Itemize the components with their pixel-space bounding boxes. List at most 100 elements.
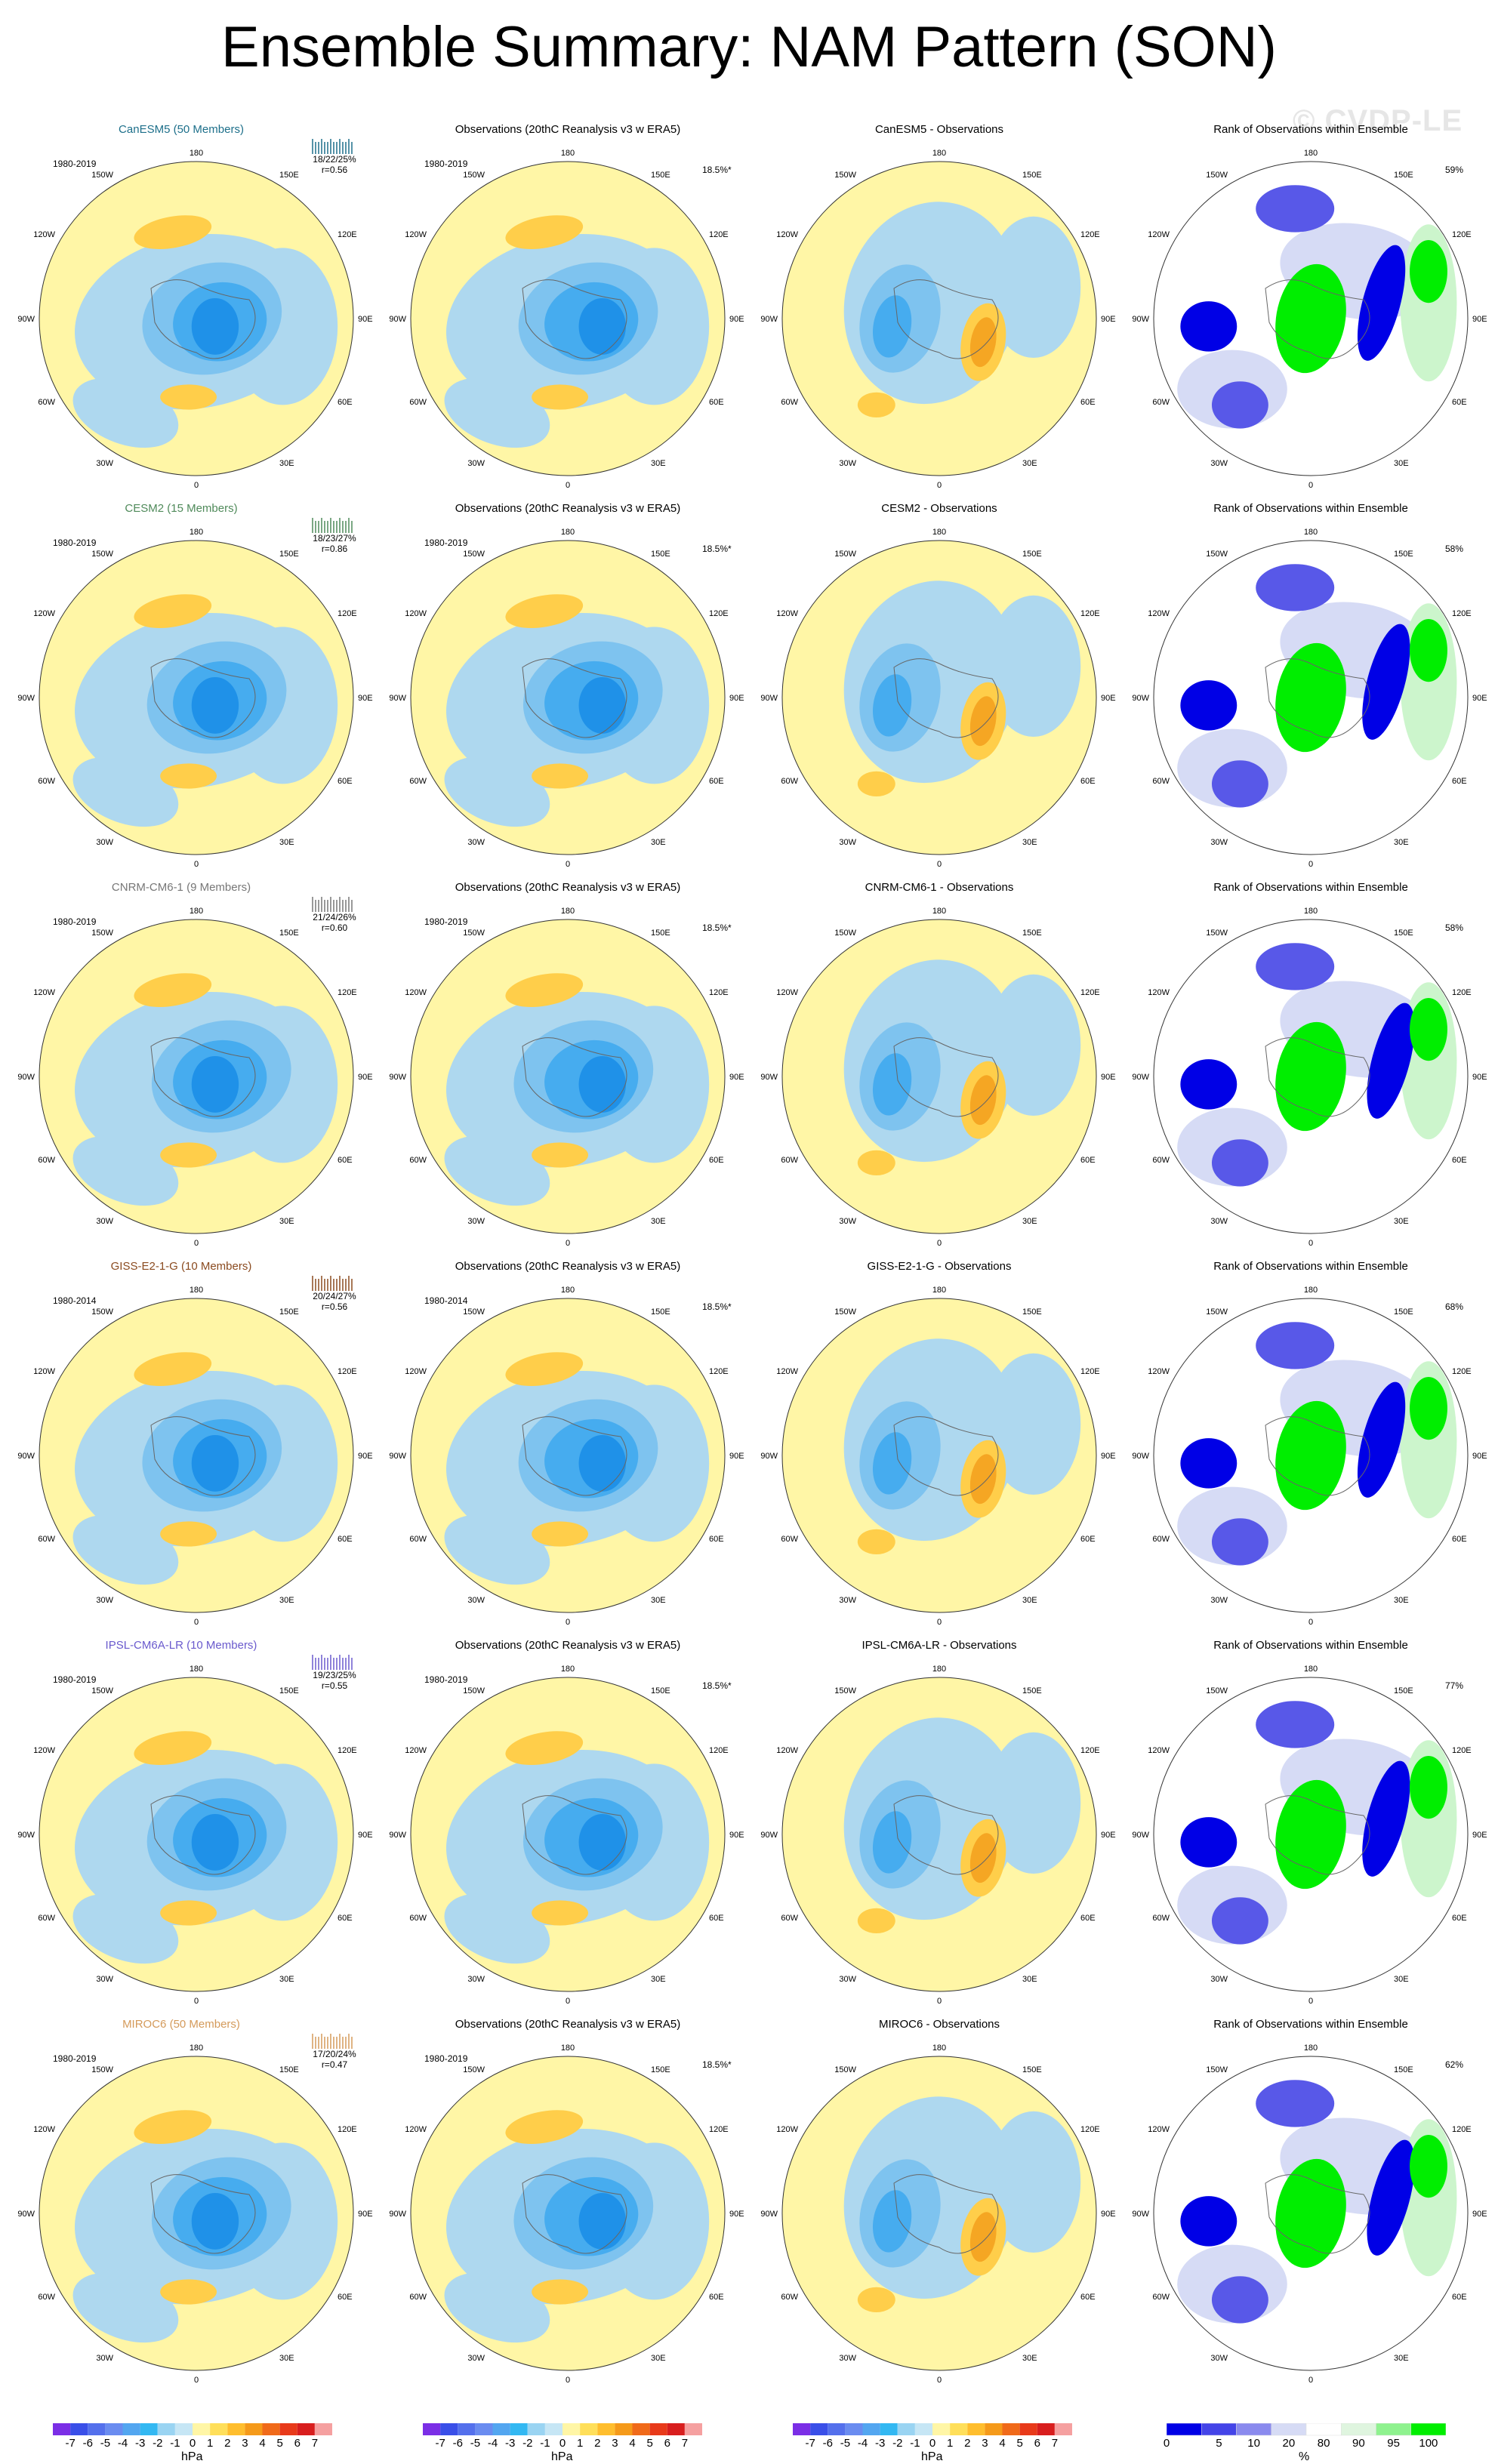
colorbar-tick: 2 xyxy=(594,2437,601,2450)
member-rug xyxy=(308,518,361,533)
longitude-label: 120E xyxy=(1080,1746,1100,1755)
positive-center xyxy=(134,594,212,628)
longitude-label: 0 xyxy=(566,1618,570,1627)
coastline xyxy=(522,2174,627,2254)
longitude-label: 120E xyxy=(1452,1746,1472,1755)
model-panel: 180 0 90W 90E 150W 150E 120W 120E 60W 60E 30W 30E MI… xyxy=(15,2016,378,2385)
colorbar-tick: 1 xyxy=(206,2437,214,2450)
longitude-label: 30W xyxy=(467,838,485,847)
rank-area xyxy=(1180,1438,1238,1489)
period-label: 1980-2019 xyxy=(424,916,468,927)
rank-title: Rank of Observations within Ensemble xyxy=(1213,502,1408,515)
positive-center xyxy=(532,384,589,410)
colorbar-tick: 0 xyxy=(929,2437,936,2450)
longitude-label: 150W xyxy=(463,2065,485,2074)
period-label: 1980-2014 xyxy=(424,1295,468,1306)
longitude-label: 90E xyxy=(358,1831,373,1840)
map-boundary xyxy=(39,919,354,1234)
colorbar-tick: 20 xyxy=(1282,2437,1296,2450)
longitude-label: 120E xyxy=(709,230,729,239)
longitude-label: 30E xyxy=(1394,1217,1409,1226)
polar-map: 180 0 90W 90E 150W 150E 120W 120E 60W 60E 30W 30E xyxy=(389,528,744,869)
period-label: 1980-2019 xyxy=(424,1674,468,1685)
longitude-label: 60E xyxy=(1080,1156,1096,1165)
longitude-label: 60W xyxy=(781,777,798,786)
coastline xyxy=(893,2174,999,2254)
longitude-label: 180 xyxy=(190,907,203,916)
longitude-label: 90E xyxy=(358,315,373,324)
longitude-label: 90W xyxy=(389,1831,406,1840)
colorbar-tick: 3 xyxy=(612,2437,618,2450)
rank-area xyxy=(1180,2196,1238,2247)
polar-map: 180 0 90W 90E 150W 150E 120W 120E 60W 60E 30W 30E xyxy=(389,1286,744,1627)
longitude-label: 120W xyxy=(776,988,798,997)
longitude-label: 150E xyxy=(651,2065,670,2074)
longitude-label: 30W xyxy=(96,459,113,468)
longitude-label: 90W xyxy=(760,1452,778,1461)
rank-panel: 180 0 90W 90E 150W 150E 120W 120E 60W 60E 30W 30E Ra… xyxy=(1130,500,1492,870)
longitude-label: 60W xyxy=(38,1156,55,1165)
coastline xyxy=(1265,1795,1370,1875)
colorbar-tick: 5 xyxy=(276,2437,283,2450)
positive-center xyxy=(160,1521,217,1547)
longitude-label: 30E xyxy=(651,1975,666,1984)
longitude-label: 150W xyxy=(91,171,113,180)
rank-area-pct: 58% xyxy=(1445,922,1464,933)
longitude-label: 0 xyxy=(194,1618,199,1627)
longitude-label: 30W xyxy=(839,1217,856,1226)
longitude-label: 0 xyxy=(937,1239,942,1248)
longitude-label: 60W xyxy=(38,2293,55,2302)
map-boundary xyxy=(781,161,1097,476)
longitude-label: 30E xyxy=(1394,2354,1409,2363)
longitude-label: 90W xyxy=(760,2210,778,2219)
colorbar-tick: 1 xyxy=(946,2437,954,2450)
coastline xyxy=(150,2174,256,2254)
longitude-label: 120W xyxy=(33,230,55,239)
longitude-label: 30E xyxy=(651,1596,666,1605)
model-title: CanESM5 (50 Members) xyxy=(119,123,244,136)
colorbar-tick: 1 xyxy=(576,2437,584,2450)
colorbar-tick: 6 xyxy=(664,2437,670,2450)
longitude-label: 30W xyxy=(839,459,856,468)
longitude-label: 60E xyxy=(338,2293,353,2302)
longitude-label: 150W xyxy=(1206,2065,1228,2074)
rank-title: Rank of Observations within Ensemble xyxy=(1213,1639,1408,1652)
longitude-label: 30W xyxy=(96,1217,113,1226)
negative-field xyxy=(872,2190,912,2253)
colorbar-tick: -4 xyxy=(487,2437,498,2450)
map-boundary xyxy=(410,1298,726,1613)
longitude-label: 30E xyxy=(1394,838,1409,847)
longitude-label: 180 xyxy=(561,1665,575,1674)
colorbar-tick: -6 xyxy=(82,2437,93,2450)
rank-area xyxy=(1410,2135,1447,2198)
longitude-label: 120E xyxy=(338,230,357,239)
colorbar-swatches xyxy=(793,2423,1072,2435)
variance-range: 20/24/27% xyxy=(313,1291,356,1301)
colorbar-tick: 0 xyxy=(189,2437,196,2450)
colorbar-swatch xyxy=(684,2423,702,2435)
colorbar-swatch xyxy=(667,2423,685,2435)
colorbar-tick: 7 xyxy=(311,2437,319,2450)
obs-variance: 18.5%* xyxy=(702,544,732,554)
colorbar-tick: -1 xyxy=(910,2437,920,2450)
rank-area xyxy=(1180,1817,1238,1868)
longitude-label: 150W xyxy=(463,1307,485,1317)
longitude-label: 150E xyxy=(1394,550,1413,559)
colorbar-swatch xyxy=(492,2423,510,2435)
negative-field xyxy=(578,2192,626,2250)
longitude-label: 120W xyxy=(776,2125,798,2134)
colorbar-swatch xyxy=(440,2423,458,2435)
longitude-label: 90E xyxy=(1101,1452,1116,1461)
longitude-label: 60E xyxy=(709,777,724,786)
longitude-label: 90W xyxy=(760,694,778,703)
negative-field xyxy=(872,1432,912,1495)
longitude-label: 120E xyxy=(1452,1367,1472,1376)
positive-center xyxy=(160,1142,217,1168)
longitude-label: 60W xyxy=(409,1914,427,1923)
colorbar-swatches xyxy=(53,2423,332,2435)
period-label: 1980-2019 xyxy=(53,2053,97,2064)
colorbar-tick: -2 xyxy=(522,2437,533,2450)
colorbar-tick: 3 xyxy=(242,2437,248,2450)
positive-center xyxy=(969,317,997,368)
